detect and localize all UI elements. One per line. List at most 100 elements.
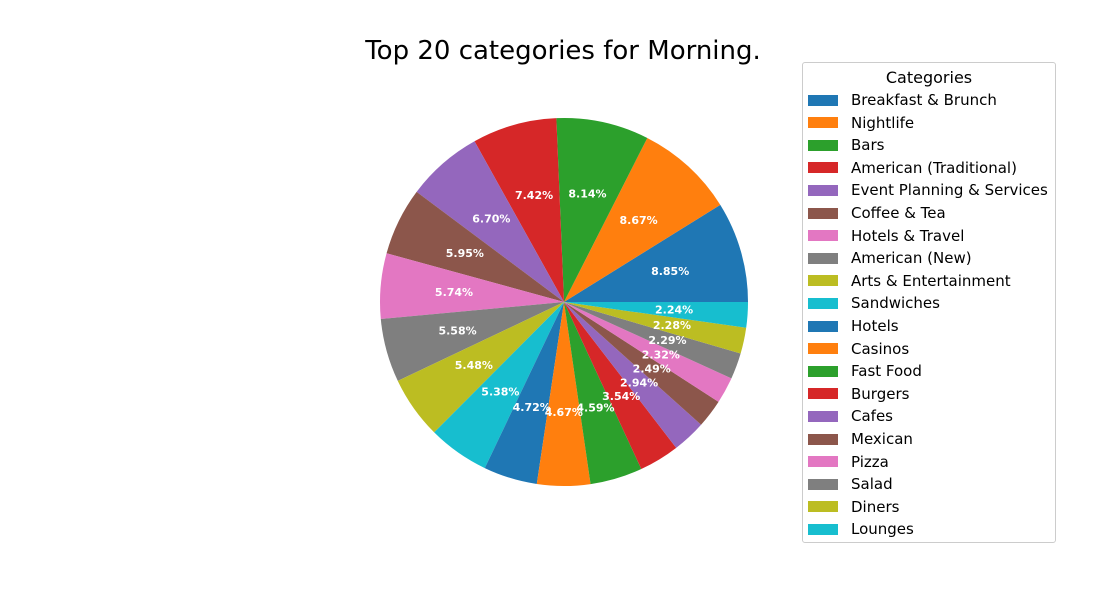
slice-value-label: 2.24% [655, 303, 693, 316]
slice-value-label: 5.48% [455, 359, 493, 372]
pie-value-labels: 8.85% 8.67% 8.14% 7.42% 6.70% 5.95% 5.74% 5.58%… [435, 188, 693, 419]
slice-value-label: 2.28% [653, 319, 691, 332]
pie-slice [380, 253, 564, 320]
legend-title: Categories [885, 68, 973, 87]
slice-value-label: 4.59% [576, 401, 614, 414]
pie-slice [564, 302, 677, 469]
legend-label: Diners [851, 497, 900, 516]
legend-label: Salad [851, 475, 893, 494]
legend-label: Event Planning & Services [851, 181, 1048, 200]
legend-swatch [808, 388, 838, 400]
legend-label: Hotels & Travel [851, 226, 965, 245]
legend-item: Coffee & Tea [808, 202, 946, 224]
pie-slice [434, 302, 564, 469]
legend-item: Mexican [808, 428, 913, 450]
pie-slice [564, 302, 732, 402]
legend-swatch [808, 207, 838, 219]
pie-slice [556, 118, 648, 302]
legend-swatch [808, 433, 838, 445]
slice-value-label: 3.54% [602, 390, 640, 403]
legend-swatch [808, 162, 838, 174]
legend-label: American (New) [851, 249, 972, 268]
pie-slice [386, 191, 564, 302]
legend-item: Event Planning & Services [808, 179, 1048, 201]
legend-swatch [808, 478, 838, 490]
legend-swatch [808, 184, 838, 196]
legend-label: Casinos [851, 339, 910, 358]
slice-value-label: 5.74% [435, 286, 473, 299]
pie-slice [484, 302, 564, 484]
slice-value-label: 5.58% [438, 325, 476, 338]
legend-label: Mexican [851, 430, 913, 448]
legend-swatch [808, 230, 838, 242]
pie-slice [564, 302, 741, 379]
legend-item: Burgers [808, 383, 909, 405]
legend-swatch [808, 320, 838, 332]
legend-item: Diners [808, 496, 899, 518]
legend-item: American (New) [808, 247, 972, 269]
legend-item: Nightlife [808, 112, 914, 134]
slice-value-label: 8.85% [651, 265, 689, 278]
legend-item: Hotels [808, 315, 899, 337]
legend-swatch [808, 501, 838, 513]
legend-item: Fast Food [808, 360, 922, 382]
slice-value-label: 8.67% [620, 214, 658, 227]
legend-item: Lounges [808, 518, 914, 540]
legend-label: Breakfast & Brunch [851, 91, 997, 109]
legend-label: Sandwiches [851, 294, 940, 313]
legend-item: Breakfast & Brunch [808, 89, 997, 111]
slice-value-label: 4.72% [513, 401, 551, 414]
legend-swatch [808, 252, 838, 264]
slice-value-label: 6.70% [472, 212, 510, 225]
legend-label: Hotels [851, 317, 899, 335]
legend-swatch [808, 523, 838, 535]
slice-value-label: 2.94% [620, 376, 658, 389]
pie-slice [564, 204, 748, 302]
pie-slice [564, 137, 721, 302]
legend-swatch [808, 297, 838, 309]
slice-value-label: 2.29% [648, 334, 686, 347]
slice-value-label: 2.49% [633, 362, 671, 375]
legend-label: Burgers [851, 384, 910, 403]
legend-label: Pizza [851, 452, 889, 471]
legend-item: American (Traditional) [808, 157, 1017, 179]
pie-slice [564, 302, 748, 328]
legend-label: Arts & Entertainment [851, 271, 1011, 290]
slice-value-label: 4.67% [545, 406, 583, 419]
legend-swatch [808, 94, 838, 106]
legend-item: Cafes [808, 405, 893, 427]
pie-slice [397, 302, 564, 433]
legend-swatch [808, 365, 838, 377]
slice-value-label: 8.14% [568, 188, 606, 201]
legend-item: Bars [808, 134, 884, 156]
legend-item: Arts & Entertainment [808, 270, 1011, 292]
pie-slice [536, 302, 591, 487]
legend-swatch [808, 275, 838, 287]
pie-slice [474, 118, 564, 302]
pie-slice [380, 302, 564, 381]
pie-slice [564, 302, 747, 354]
slice-value-label: 5.95% [446, 247, 484, 260]
pie-slices [380, 118, 748, 487]
slice-value-label: 2.32% [642, 349, 680, 362]
legend-label: Lounges [851, 520, 914, 539]
slice-value-label: 5.38% [481, 386, 519, 399]
pie-slice [564, 302, 719, 425]
legend: Categories Breakfast & Brunch Nightlife Ba… [802, 62, 1056, 543]
legend-label: American (Traditional) [851, 158, 1017, 177]
legend-item: Sandwiches [808, 292, 940, 314]
legend-item: Pizza [808, 451, 889, 473]
legend-item: Hotels & Travel [808, 225, 964, 247]
pie-slice [564, 302, 642, 485]
pie-slice [564, 302, 702, 448]
legend-label: Bars [851, 136, 885, 155]
legend-swatch [808, 117, 838, 129]
legend-label: Nightlife [851, 113, 915, 132]
legend-swatch [808, 410, 838, 422]
legend-item: Casinos [808, 338, 909, 360]
legend-label: Coffee & Tea [851, 204, 946, 222]
legend-label: Cafes [851, 407, 893, 426]
legend-swatch [808, 456, 838, 468]
legend-label: Fast Food [851, 362, 922, 381]
